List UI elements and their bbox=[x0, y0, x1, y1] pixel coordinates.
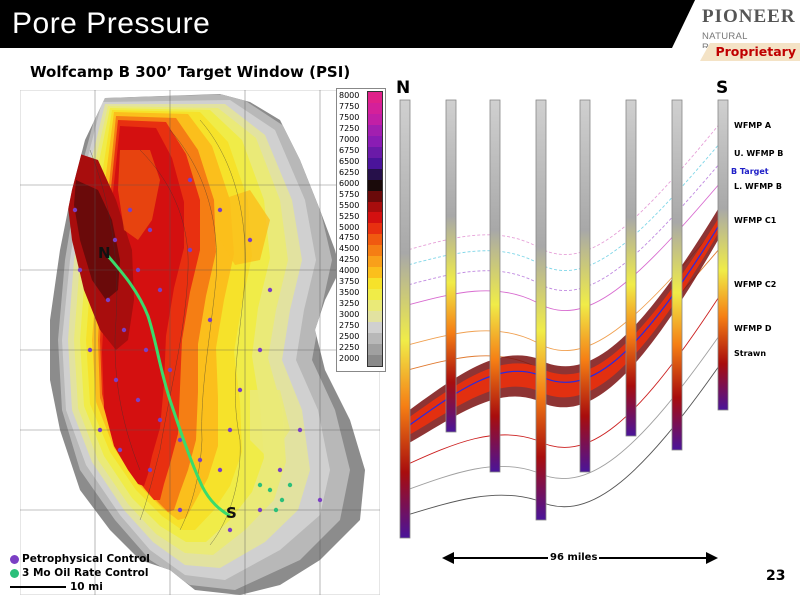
legend-swatch bbox=[368, 157, 382, 169]
legend-swatch bbox=[368, 179, 382, 191]
legend-swatch bbox=[368, 201, 382, 213]
legend-oil-rate-label: 3 Mo Oil Rate Control bbox=[22, 567, 149, 579]
title-bar: Pore Pressure bbox=[0, 0, 800, 48]
section-north-label: N bbox=[396, 78, 411, 98]
legend-value: 4000 bbox=[339, 266, 360, 276]
cross-section-diagram bbox=[399, 99, 729, 539]
legend-swatch bbox=[368, 212, 382, 224]
legend-value: 7000 bbox=[339, 134, 360, 144]
legend-value: 4250 bbox=[339, 255, 360, 265]
formation-label: WFMP C1 bbox=[734, 216, 777, 225]
legend-value: 4500 bbox=[339, 244, 360, 254]
legend-swatch bbox=[368, 234, 382, 246]
legend-petrophysical: Petrophysical Control bbox=[10, 552, 166, 566]
legend-value: 3750 bbox=[339, 277, 360, 287]
legend-value: 3000 bbox=[339, 310, 360, 320]
legend-swatch bbox=[368, 190, 382, 202]
legend-swatch bbox=[368, 354, 382, 366]
formation-label: U. WFMP B bbox=[734, 149, 784, 158]
legend-value: 3250 bbox=[339, 299, 360, 309]
legend-value: 5750 bbox=[339, 189, 360, 199]
legend-swatch bbox=[368, 102, 382, 114]
scale-bar: 10 mi bbox=[10, 580, 166, 594]
page-number: 23 bbox=[766, 568, 786, 584]
legend-swatch bbox=[368, 267, 382, 279]
legend-swatch bbox=[368, 223, 382, 235]
legend-swatch bbox=[368, 135, 382, 147]
legend-value: 6500 bbox=[339, 156, 360, 166]
legend-value: 2500 bbox=[339, 332, 360, 342]
legend-swatch bbox=[368, 300, 382, 312]
pore-pressure-contour-map: N S bbox=[20, 90, 380, 595]
map-legend: Petrophysical Control 3 Mo Oil Rate Cont… bbox=[10, 552, 166, 594]
formation-label: L. WFMP B bbox=[734, 182, 782, 191]
legend-swatch bbox=[368, 124, 382, 136]
legend-swatch bbox=[368, 113, 382, 125]
legend-swatch bbox=[368, 343, 382, 355]
pressure-color-legend: 8000 7750 7500 7250 7000 6750 6500 6250 6000 5750… bbox=[336, 88, 386, 372]
legend-value: 4750 bbox=[339, 233, 360, 243]
logo-name: PIONEER bbox=[702, 6, 796, 27]
legend-value: 2250 bbox=[339, 343, 360, 353]
legend-value: 6250 bbox=[339, 167, 360, 177]
legend-value: 8000 bbox=[339, 91, 360, 100]
legend-swatch bbox=[368, 322, 382, 333]
legend-swatch bbox=[368, 168, 382, 180]
legend-value: 2000 bbox=[339, 354, 360, 364]
map-title: Wolfcamp B 300’ Target Window (PSI) bbox=[30, 63, 351, 81]
legend-value: 6000 bbox=[339, 178, 360, 188]
legend-value: 5500 bbox=[339, 200, 360, 210]
legend-value: 5000 bbox=[339, 222, 360, 232]
legend-swatch bbox=[368, 332, 382, 344]
scale-bar-line bbox=[10, 586, 66, 588]
legend-value: 6750 bbox=[339, 145, 360, 155]
section-south-label: S bbox=[716, 78, 729, 98]
page-title: Pore Pressure bbox=[12, 7, 211, 40]
legend-swatch bbox=[368, 256, 382, 268]
formation-label: WFMP A bbox=[734, 121, 772, 130]
legend-swatch bbox=[368, 146, 382, 158]
scale-bar-label: 10 mi bbox=[70, 581, 103, 593]
legend-swatch bbox=[368, 311, 382, 323]
formation-label: Strawn bbox=[734, 349, 767, 358]
legend-value: 7750 bbox=[339, 101, 360, 111]
map-south-label: S bbox=[226, 504, 237, 522]
legend-value: 2750 bbox=[339, 321, 360, 331]
legend-petrophysical-label: Petrophysical Control bbox=[22, 553, 150, 565]
legend-color-bar bbox=[367, 91, 383, 367]
green-dot-icon bbox=[10, 568, 19, 578]
map-north-label: N bbox=[98, 244, 111, 262]
formation-label: WFMP D bbox=[734, 324, 772, 333]
legend-value: 5250 bbox=[339, 211, 360, 221]
legend-value: 7250 bbox=[339, 123, 360, 133]
legend-swatch bbox=[368, 92, 382, 103]
distance-label: 96 miles bbox=[548, 552, 600, 563]
legend-swatch bbox=[368, 278, 382, 290]
formation-label: WFMP C2 bbox=[734, 280, 777, 289]
formation-label-target: B Target bbox=[731, 167, 769, 176]
legend-oil-rate: 3 Mo Oil Rate Control bbox=[10, 566, 166, 580]
legend-value: 3500 bbox=[339, 288, 360, 298]
purple-dot-icon bbox=[10, 554, 19, 564]
legend-swatch bbox=[368, 245, 382, 257]
legend-value: 7500 bbox=[339, 112, 360, 122]
proprietary-badge: Proprietary bbox=[700, 43, 800, 61]
legend-swatch bbox=[368, 289, 382, 301]
